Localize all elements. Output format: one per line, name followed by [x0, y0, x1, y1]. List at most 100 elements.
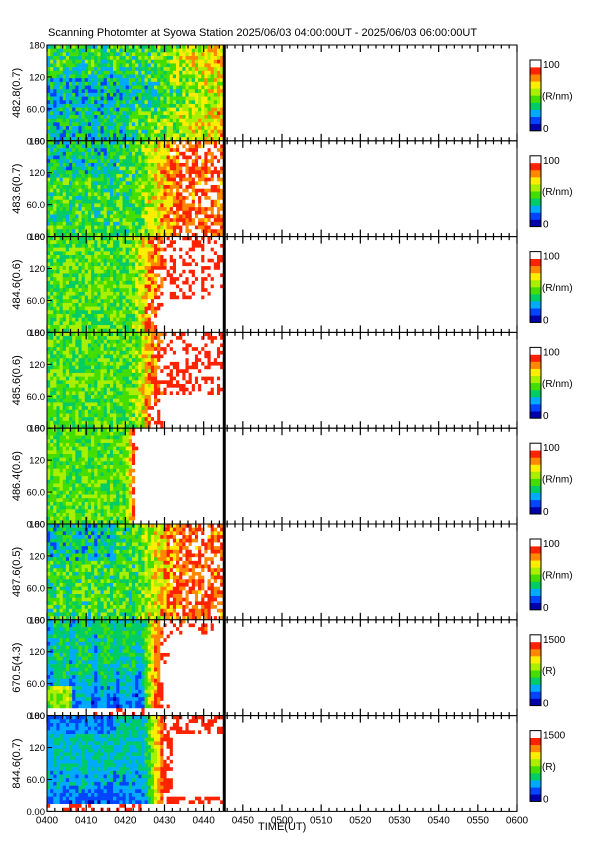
colorbar-segment — [530, 299, 541, 302]
colorbar-segment — [530, 757, 541, 760]
colorbar-segment — [530, 356, 541, 359]
y-tick-label: 120 — [29, 264, 45, 275]
colorbar-segment — [530, 125, 541, 128]
colorbar-segment — [530, 379, 541, 382]
colorbar-segment — [530, 638, 541, 641]
colorbar-segment — [530, 287, 541, 290]
colorbar-segment — [530, 288, 541, 291]
colorbar-segment — [530, 205, 541, 208]
panel-label: 670.5(4.3) — [11, 643, 23, 693]
chart-title: Scanning Photomter at Syowa Station 2025… — [48, 27, 478, 39]
colorbar-segment — [530, 224, 541, 227]
y-tick-label: 60.0 — [27, 679, 46, 690]
colorbar-segment — [530, 187, 541, 190]
colorbar-segment — [530, 368, 541, 371]
colorbar-segment — [530, 758, 541, 761]
colorbar-segment — [530, 161, 541, 164]
colorbar-segment — [530, 251, 541, 254]
colorbar-segment — [530, 570, 541, 573]
colorbar-segment — [530, 482, 541, 485]
colorbar-segment — [530, 755, 541, 758]
colorbar-segment — [530, 735, 541, 738]
panel-label: 483.6(0.7) — [11, 164, 23, 214]
colorbar-segment — [530, 604, 541, 607]
colorbar-segment — [530, 455, 541, 458]
colorbar-segment — [530, 648, 541, 652]
colorbar-segment — [530, 396, 541, 400]
colorbar-segment — [530, 789, 541, 792]
colorbar-segment — [530, 90, 541, 93]
colorbar-segment — [530, 118, 541, 121]
colorbar-segment — [530, 501, 541, 504]
colorbar-min-label: 0 — [543, 411, 549, 422]
x-tick-label: 0550 — [467, 815, 490, 826]
panel-4: 0.00 60.0 120 180 485.6(0.6) 100 0 (R/nm) — [11, 328, 573, 435]
colorbar-segment — [530, 540, 541, 543]
colorbar-segment — [530, 272, 541, 275]
colorbar-segment — [530, 510, 541, 513]
colorbar-segment — [530, 499, 541, 502]
colorbar-max-label: 100 — [543, 156, 560, 167]
colorbar-segment — [530, 177, 541, 180]
colorbar-unit-label: (R/nm) — [542, 283, 573, 294]
colorbar-segment — [530, 409, 541, 412]
colorbar-segment — [530, 217, 541, 220]
colorbar-segment — [530, 98, 541, 102]
colorbar-segment — [530, 386, 541, 389]
y-tick-label: 120 — [29, 168, 45, 179]
colorbar-segment — [530, 290, 541, 293]
colorbar-segment — [530, 207, 541, 210]
colorbar-segment — [530, 498, 541, 501]
x-axis-label: TIME(UT) — [258, 821, 307, 833]
colorbar-segment — [530, 281, 541, 284]
colorbar-segment — [530, 494, 541, 497]
colorbar-segment — [530, 95, 541, 98]
colorbar-segment — [530, 640, 541, 643]
colorbar-segment — [530, 686, 541, 689]
colorbar-unit-label: (R) — [542, 762, 556, 773]
colorbar-segment — [530, 457, 541, 460]
colorbar-frame — [529, 346, 542, 419]
colorbar-segment — [530, 590, 541, 593]
colorbar-segment — [530, 668, 541, 671]
colorbar-segment — [530, 467, 541, 471]
colorbar-max-label: 100 — [543, 252, 560, 263]
colorbar-segment — [530, 182, 541, 185]
colorbar-segment — [530, 75, 541, 78]
colorbar-segment — [530, 366, 541, 369]
colorbar-segment — [530, 556, 541, 559]
colorbar-segment — [530, 780, 541, 783]
colorbar-segment — [530, 670, 541, 673]
colorbar-segment — [530, 460, 541, 463]
colorbar-segment — [530, 634, 541, 637]
colorbar-segment — [530, 687, 541, 690]
colorbar-segment — [530, 169, 541, 173]
colorbar-segment — [530, 405, 541, 408]
y-tick-label: 120 — [29, 456, 45, 467]
colorbar-segment — [530, 79, 541, 82]
colorbar-segment — [530, 597, 541, 600]
colorbar-max-label: 100 — [543, 347, 560, 358]
colorbar-segment — [530, 551, 541, 554]
colorbar-segment — [530, 223, 541, 226]
colorbar-segment — [530, 744, 541, 747]
colorbar-segment — [530, 388, 541, 391]
colorbar-unit-label: (R) — [542, 666, 556, 677]
colorbar-segment — [530, 304, 541, 307]
colorbar-segment — [530, 478, 541, 481]
colorbar-segment — [530, 656, 541, 659]
colorbar-segment — [530, 496, 541, 499]
colorbar-segment — [530, 771, 541, 774]
colorbar-segment — [530, 285, 541, 288]
colorbar-segment — [530, 471, 541, 474]
colorbar-segment — [530, 395, 541, 398]
colorbar-segment — [530, 792, 541, 795]
colorbar-segment — [530, 260, 541, 263]
colorbar-segment — [530, 294, 541, 297]
colorbar-segment — [530, 673, 541, 676]
colorbar-segment — [530, 700, 541, 703]
colorbar-segment — [530, 363, 541, 366]
colorbar-segment — [530, 732, 541, 735]
colorbar-segment — [530, 302, 541, 305]
y-tick-label: 60.0 — [27, 392, 46, 403]
